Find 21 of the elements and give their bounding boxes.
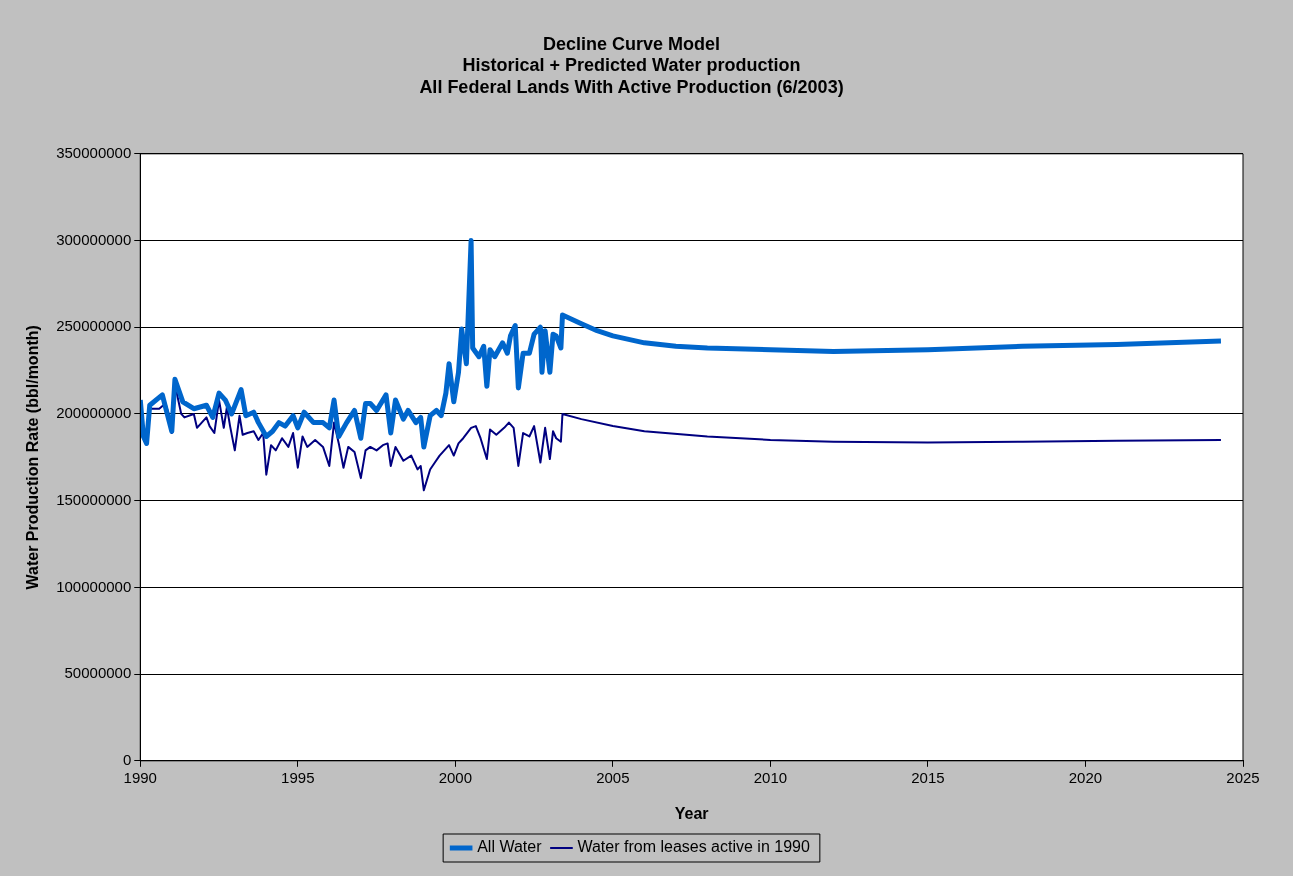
- chart-title: Decline Curve Model Historical + Predicted Water production All Federal Lands With Active Production (6/2003): [419, 33, 844, 97]
- x-axis-title: Year: [674, 804, 709, 822]
- x-tick-label: 1990: [123, 768, 157, 786]
- x-tick-label: 2015: [911, 768, 945, 786]
- y-tick-label: 300000000: [56, 230, 132, 248]
- legend-label: All Water: [477, 838, 543, 856]
- y-tick-label: 200000000: [56, 404, 132, 422]
- legend-label: Water from leases active in 1990: [577, 838, 810, 856]
- x-tick-label: 2010: [753, 768, 788, 786]
- y-tick-label: 100000000: [56, 577, 132, 595]
- y-tick-label: 150000000: [56, 490, 132, 508]
- x-tick-label: 1995: [281, 768, 315, 786]
- y-tick-label: 50000000: [64, 664, 132, 682]
- y-tick-label: 0: [122, 750, 132, 768]
- y-tick-label: 350000000: [56, 143, 132, 161]
- x-tick-label: 2005: [596, 768, 630, 786]
- x-tick-label: 2020: [1068, 768, 1103, 786]
- x-tick-label: 2025: [1226, 768, 1260, 786]
- y-tick-label: 250000000: [56, 317, 132, 335]
- y-axis-title: Water Production Rate (bbl/month): [24, 325, 42, 590]
- x-tick-label: 2000: [438, 768, 473, 786]
